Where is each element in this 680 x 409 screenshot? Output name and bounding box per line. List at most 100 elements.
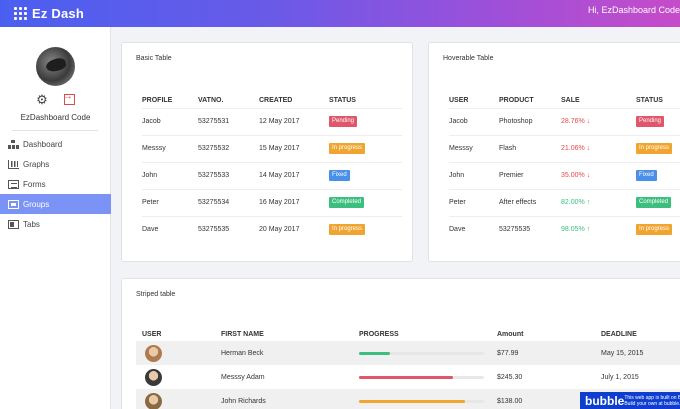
sidebar-item-label: Forms — [23, 179, 46, 189]
sidebar-item-groups[interactable]: Groups — [0, 194, 111, 214]
cell-created: 15 May 2017 — [259, 134, 329, 162]
card-title: Basic Table — [136, 55, 172, 62]
apps-grid-icon[interactable] — [14, 7, 27, 20]
cell-status: Pending — [636, 107, 680, 135]
sidebar-nav: Dashboard Graphs Forms Groups Tabs — [0, 134, 111, 234]
table-row[interactable]: Messsy Flash 21.06% ↓ In progress — [449, 134, 680, 162]
progress-fill — [359, 399, 466, 403]
cell-status: In progress — [636, 215, 680, 243]
cell-deadline: May 15, 2015 — [601, 341, 680, 365]
cell-user — [136, 365, 221, 389]
status-badge: In progress — [329, 143, 366, 154]
card-title: Striped table — [136, 291, 176, 298]
cell-user — [136, 341, 221, 365]
cell-user — [136, 389, 221, 409]
cell-amount: $245.30 — [497, 373, 523, 381]
graphs-icon — [8, 159, 19, 169]
avatar — [145, 344, 162, 362]
dashboard-icon — [8, 139, 19, 149]
cell-product: 53275535 — [499, 215, 561, 243]
table-row: Jacob 53275531 12 May 2017 Pending — [142, 107, 402, 135]
table-row[interactable]: Peter After effects 82.00% ↑ Completed — [449, 188, 680, 216]
table-row[interactable]: John Premier 35.00% ↓ Fixed — [449, 161, 680, 189]
cell-user: Jacob — [449, 107, 499, 135]
cell-created: 20 May 2017 — [259, 215, 329, 243]
hoverable-table: USER PRODUCT SALE STATUS Jacob Photoshop 2… — [449, 94, 680, 243]
column-header: FIRST NAME — [221, 330, 264, 338]
sale-value: 28.76% — [561, 118, 585, 125]
cell-sale: 82.00% ↑ — [561, 188, 636, 216]
column-header: PROGRESS — [359, 330, 399, 338]
column-header: USER — [449, 97, 469, 105]
status-badge: In progress — [636, 224, 673, 236]
arrow-down-icon: ↓ — [584, 118, 591, 125]
hoverable-table-card: Hoverable Table USER PRODUCT SALE STATUS… — [428, 42, 680, 262]
column-header: PROFILE — [142, 97, 173, 105]
column-header: USER — [142, 330, 162, 338]
status-badge: Fixed — [636, 170, 657, 181]
sidebar: ⚙ EzDashboard Code Dashboard Graphs Form… — [0, 27, 111, 409]
cell-product: Flash — [499, 134, 561, 162]
brand[interactable]: Ez Dash — [14, 6, 84, 21]
bubble-text-line: Build your own at bubble.io — [624, 400, 680, 407]
sidebar-item-graphs[interactable]: Graphs — [0, 154, 111, 174]
cell-user: Messsy — [449, 134, 499, 162]
table-row[interactable]: Dave 53275535 98.05% ↑ In progress — [449, 215, 680, 243]
sidebar-item-label: Tabs — [23, 219, 40, 229]
cell-created: 14 May 2017 — [259, 161, 329, 189]
sidebar-item-label: Dashboard — [23, 139, 63, 149]
status-badge: In progress — [329, 224, 366, 236]
bubble-text: This web app is built on Bubble. Build y… — [624, 395, 680, 407]
cell-sale: 28.76% ↓ — [561, 107, 636, 135]
cell-amount: $138.00 — [497, 389, 601, 409]
cell-first-name: Herman Beck — [221, 341, 359, 365]
brand-name: Ez Dash — [32, 6, 84, 21]
cell-product: Premier — [499, 161, 561, 189]
cell-progress — [359, 389, 497, 409]
table-row[interactable]: Jacob Photoshop 28.76% ↓ Pending — [449, 107, 680, 135]
cell-vat: 53275533 — [198, 161, 259, 189]
column-header: VATNO. — [198, 97, 224, 105]
logout-icon[interactable] — [63, 91, 75, 105]
sidebar-item-tabs[interactable]: Tabs — [0, 214, 111, 234]
sidebar-item-dashboard[interactable]: Dashboard — [0, 134, 111, 154]
cell-sale: 35.00% ↓ — [561, 161, 636, 189]
cell-vat: 53275534 — [198, 188, 259, 216]
bubble-badge[interactable]: bubble This web app is built on Bubble. … — [580, 392, 680, 409]
gear-icon[interactable]: ⚙ — [36, 92, 48, 107]
cell-user: Peter — [449, 188, 499, 216]
status-badge: Fixed — [329, 170, 350, 181]
cell-status: In progress — [329, 134, 402, 162]
cell-first-name: Messsy Adam — [221, 373, 265, 381]
profile-actions: ⚙ — [0, 91, 111, 107]
cell-product: Photoshop — [499, 107, 561, 135]
sidebar-item-forms[interactable]: Forms — [0, 174, 111, 194]
sale-value: 82.00% — [561, 199, 585, 206]
table-row: Messsy Adam $245.30 July 1, 2015 — [136, 365, 680, 389]
status-badge: In progress — [636, 143, 673, 154]
groups-icon — [8, 199, 19, 209]
progress-bar — [359, 375, 484, 379]
cell-progress — [359, 365, 497, 389]
cell-vat: 53275531 — [198, 107, 259, 135]
table-row: Dave 53275535 20 May 2017 In progress — [142, 215, 402, 243]
cell-status: Completed — [636, 188, 680, 216]
user-greeting[interactable]: Hi, EzDashboard Code — [587, 5, 680, 15]
cell-status: Pending — [329, 107, 402, 135]
arrow-up-icon: ↑ — [584, 226, 591, 234]
bubble-text-line: This web app is built on Bubble. — [624, 394, 680, 401]
hoverable-table-body: Jacob Photoshop 28.76% ↓ Pending Messsy Flash… — [449, 107, 680, 243]
basic-table: PROFILE VATNO. CREATED STATUS Jacob 53275… — [142, 94, 402, 243]
column-header: Amount — [497, 330, 524, 338]
sidebar-item-label: Graphs — [23, 159, 50, 169]
status-badge: Pending — [636, 116, 665, 127]
cell-profile: Jacob — [142, 107, 198, 135]
status-badge: Completed — [636, 197, 672, 208]
cell-first-name: John Richards — [221, 389, 359, 409]
cell-profile: Dave — [142, 215, 198, 243]
card-title: Hoverable Table — [443, 55, 494, 62]
cell-status: In progress — [329, 215, 402, 243]
striped-table-body: Herman Beck $77.99 May 15, 2015 Messsy Adam… — [136, 341, 680, 409]
cell-product: After effects — [499, 188, 561, 216]
progress-bar — [359, 399, 484, 403]
